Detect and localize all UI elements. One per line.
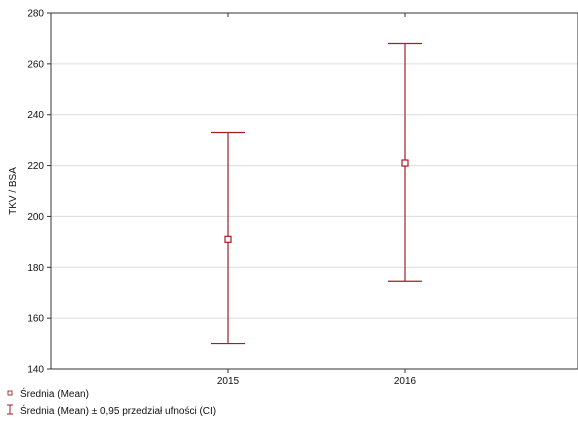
- error-bar-2015: [211, 131, 245, 345]
- mean-marker: [224, 235, 232, 243]
- grid-layer: [51, 63, 578, 319]
- legend: Średnia (Mean) Średnia (Mean) ± 0,95 prze…: [7, 387, 216, 417]
- y-axis-label: TKV / BSA: [8, 167, 19, 215]
- error-bar-2016: [388, 42, 422, 282]
- y-tick-label: 180: [27, 263, 44, 274]
- x-ticks-layer: 2015 2016: [217, 13, 417, 387]
- series-layer: [211, 42, 422, 345]
- y-ticks-layer: 140 160 180 200 220 240 260 280: [27, 9, 51, 376]
- y-tick-label: 240: [27, 110, 44, 121]
- legend-label-ci: Średnia (Mean) ± 0,95 przedział ufności …: [20, 404, 216, 417]
- legend-item-mean: Średnia (Mean): [7, 387, 89, 400]
- legend-mean-marker-icon: [7, 390, 13, 396]
- x-tick-label: 2016: [394, 376, 417, 387]
- y-tick-label: 220: [27, 161, 44, 172]
- legend-item-ci: Średnia (Mean) ± 0,95 przedział ufności …: [7, 404, 216, 417]
- mean-marker: [401, 159, 409, 167]
- y-tick-label: 280: [27, 9, 44, 20]
- x-tick-label: 2015: [217, 376, 240, 387]
- y-tick-label: 200: [27, 212, 44, 223]
- plot-frame: [50, 12, 578, 370]
- y-tick-label: 260: [27, 59, 44, 70]
- y-tick-label: 140: [27, 365, 44, 376]
- legend-label-mean: Średnia (Mean): [20, 387, 89, 400]
- y-tick-label: 160: [27, 314, 44, 325]
